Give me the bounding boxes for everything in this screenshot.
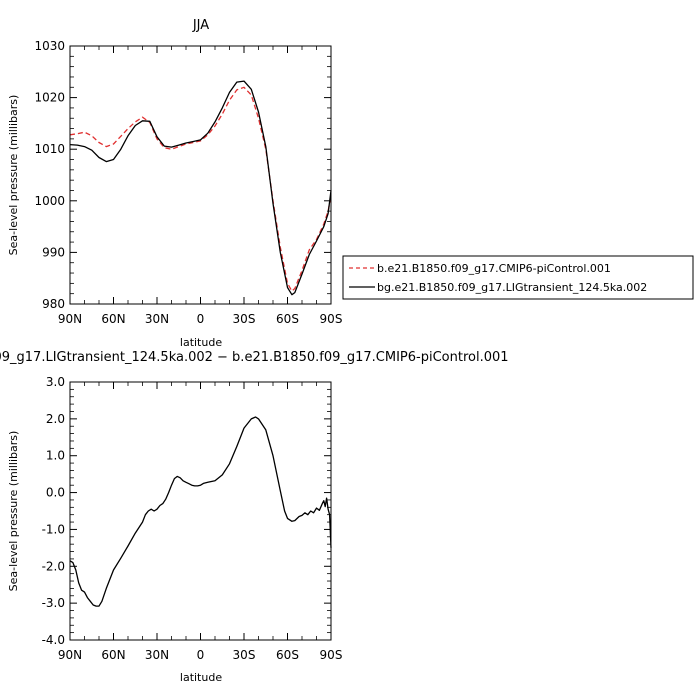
legend: b.e21.B1850.f09_g17.CMIP6-piControl.001 … (342, 255, 694, 300)
y-tick-label: -2.0 (42, 559, 65, 573)
bottom-plot-frame (69, 381, 332, 641)
bottom-panel-title: bg.e21.B1850.f09_g17.LIGtransient_124.5k… (0, 350, 509, 365)
y-tick-label: 1010 (34, 142, 65, 156)
x-tick-label: 90S (320, 648, 343, 662)
top-y-axis-label: Sea-level pressure (millibars) (7, 95, 20, 256)
x-tick-label: 30N (145, 648, 169, 662)
x-tick-label: 30N (145, 312, 169, 326)
legend-label-control: b.e21.B1850.f09_g17.CMIP6-piControl.001 (377, 262, 611, 275)
x-tick-label: 90N (58, 312, 82, 326)
y-tick-label: 990 (42, 245, 65, 259)
series-line-0-0 (69, 86, 332, 292)
y-tick-label: -3.0 (42, 596, 65, 610)
x-tick-label: 0 (197, 312, 205, 326)
x-tick-label: 60S (276, 648, 299, 662)
legend-label-lig: bg.e21.B1850.f09_g17.LIGtransient_124.5k… (377, 281, 647, 294)
y-tick-label: 3.0 (46, 375, 65, 389)
legend-box (342, 255, 694, 300)
x-tick-label: 0 (197, 648, 205, 662)
y-tick-label: 2.0 (46, 412, 65, 426)
y-tick-label: 1.0 (46, 449, 65, 463)
y-tick-label: 1000 (34, 194, 65, 208)
x-tick-label: 30S (233, 648, 256, 662)
x-tick-label: 60S (276, 312, 299, 326)
bottom-panel: bg.e21.B1850.f09_g17.LIGtransient_124.5k… (0, 350, 509, 684)
series-line-1-0 (69, 416, 332, 607)
y-tick-label: -4.0 (42, 633, 65, 647)
top-plot-frame (69, 45, 332, 305)
top-panel: JJA 980 990 1000 1010 1020 1030 90N 60N 30N 0 30S 6… (7, 18, 342, 349)
y-tick-label: 1030 (34, 39, 65, 53)
x-tick-label: 90N (58, 648, 82, 662)
y-tick-label: 980 (42, 297, 65, 311)
x-tick-label: 60N (101, 648, 125, 662)
y-tick-label: -1.0 (42, 522, 65, 536)
x-tick-label: 90S (320, 312, 343, 326)
top-panel-title: JJA (192, 18, 209, 33)
y-tick-label: 0.0 (46, 486, 65, 500)
x-tick-label: 60N (101, 312, 125, 326)
x-tick-label: 30S (233, 312, 256, 326)
top-x-axis-label: latitude (180, 336, 222, 349)
y-tick-label: 1020 (34, 91, 65, 105)
series-line-0-1 (69, 80, 332, 296)
bottom-y-axis-label: Sea-level pressure (millibars) (7, 431, 20, 592)
bottom-x-axis-label: latitude (180, 671, 222, 684)
